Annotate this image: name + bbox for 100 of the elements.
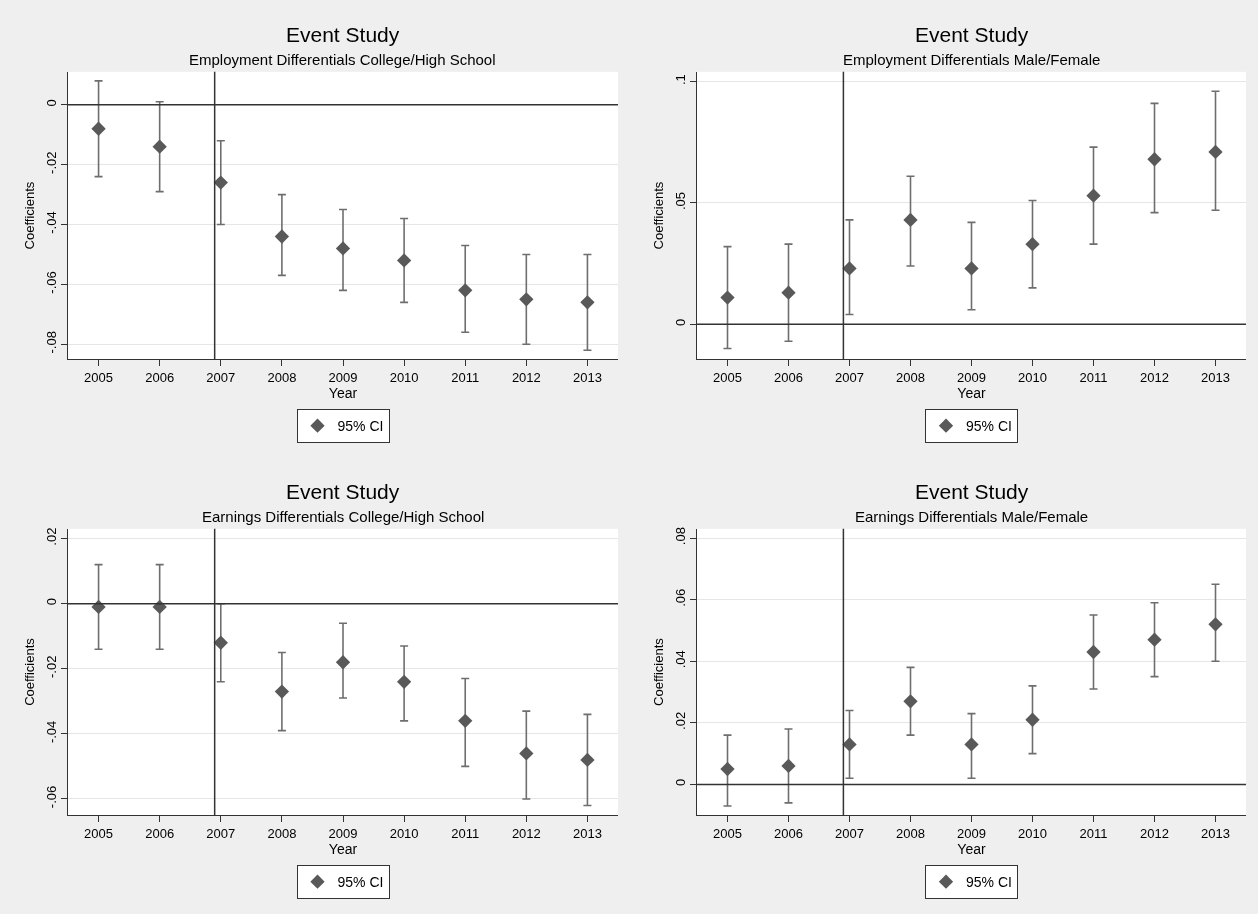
x-tick-label: 2006 bbox=[145, 369, 175, 385]
x-tick-label: 2006 bbox=[774, 825, 803, 841]
point bbox=[720, 290, 735, 305]
point bbox=[1086, 188, 1101, 203]
point bbox=[580, 295, 595, 310]
point bbox=[903, 694, 918, 709]
y-tick-label: -.04 bbox=[43, 720, 59, 744]
legend-label: 95% CI bbox=[966, 418, 1012, 435]
x-tick-label: 2006 bbox=[774, 369, 803, 385]
point bbox=[1025, 712, 1040, 727]
point bbox=[1147, 152, 1162, 167]
x-tick-label: 2008 bbox=[896, 825, 925, 841]
point bbox=[213, 635, 228, 650]
legend-label: 95% CI bbox=[337, 874, 384, 891]
point bbox=[903, 212, 918, 228]
point bbox=[1025, 237, 1040, 252]
y-tick-label: .02 bbox=[43, 527, 59, 546]
chart-title: Event Study bbox=[915, 23, 1029, 46]
x-axis-title: Year bbox=[957, 840, 986, 857]
point bbox=[396, 674, 412, 689]
point bbox=[335, 655, 351, 670]
point bbox=[964, 737, 979, 752]
y-tick-label: .08 bbox=[672, 527, 688, 546]
point bbox=[335, 241, 351, 256]
point bbox=[519, 292, 534, 307]
x-tick-label: 2010 bbox=[1018, 369, 1047, 385]
point bbox=[213, 175, 228, 190]
x-axis-title: Year bbox=[328, 384, 358, 401]
x-tick-label: 2010 bbox=[389, 369, 419, 385]
point bbox=[842, 261, 857, 276]
chart-subtitle: Earnings Differentials Male/Female bbox=[855, 508, 1089, 525]
y-tick-label: -.02 bbox=[43, 655, 59, 679]
x-tick-label: 2009 bbox=[328, 825, 358, 841]
y-tick-label: -.08 bbox=[43, 331, 59, 354]
x-tick-label: 2013 bbox=[572, 369, 602, 385]
point bbox=[842, 737, 857, 752]
y-tick-label: -.06 bbox=[43, 271, 59, 294]
x-tick-label: 2009 bbox=[957, 369, 986, 385]
y-axis-title: Coefficients bbox=[650, 181, 666, 250]
point bbox=[91, 121, 106, 136]
y-axis-title: Coefficients bbox=[650, 637, 666, 706]
point bbox=[1208, 144, 1223, 160]
x-axis-title: Year bbox=[957, 384, 986, 401]
y-tick-label: 0 bbox=[43, 598, 59, 606]
point bbox=[580, 752, 595, 768]
x-tick-label: 2013 bbox=[572, 825, 602, 841]
x-tick-label: 2011 bbox=[451, 369, 480, 385]
x-tick-label: 2009 bbox=[328, 369, 358, 385]
x-tick-label: 2011 bbox=[1079, 369, 1108, 385]
x-tick-label: 2008 bbox=[267, 825, 297, 841]
chart-title: Event Study bbox=[286, 23, 400, 46]
y-tick-label: -.04 bbox=[43, 211, 59, 234]
point bbox=[720, 761, 735, 777]
chart-title: Event Study bbox=[286, 480, 400, 503]
x-tick-label: 2005 bbox=[713, 369, 742, 385]
legend-label: 95% CI bbox=[337, 418, 384, 435]
point bbox=[458, 713, 473, 728]
y-tick-label: 0 bbox=[43, 99, 59, 107]
x-tick-label: 2012 bbox=[1140, 825, 1169, 841]
point bbox=[274, 684, 290, 699]
x-tick-label: 2009 bbox=[957, 825, 986, 841]
legend-label: 95% CI bbox=[966, 874, 1012, 891]
x-tick-label: 2012 bbox=[1140, 369, 1169, 385]
y-tick-label: -.02 bbox=[43, 151, 59, 174]
chart-subtitle: Earnings Differentials College/High School bbox=[202, 508, 485, 525]
point bbox=[1208, 617, 1223, 632]
x-tick-label: 2005 bbox=[84, 825, 114, 841]
x-tick-label: 2011 bbox=[1079, 825, 1108, 841]
point bbox=[781, 758, 796, 774]
x-tick-label: 2007 bbox=[206, 369, 236, 385]
y-axis-title: Coefficients bbox=[21, 181, 37, 250]
point bbox=[519, 746, 534, 761]
y-tick-label: -.06 bbox=[43, 785, 59, 809]
y-tick-label: .02 bbox=[672, 711, 688, 730]
y-tick-label: .05 bbox=[672, 191, 688, 210]
x-tick-label: 2007 bbox=[835, 825, 864, 841]
point bbox=[152, 139, 167, 154]
x-tick-label: 2007 bbox=[835, 369, 864, 385]
x-tick-label: 2011 bbox=[451, 825, 480, 841]
x-tick-label: 2012 bbox=[511, 369, 541, 385]
chart-subtitle: Employment Differentials College/High School bbox=[189, 51, 496, 68]
x-tick-label: 2005 bbox=[713, 825, 742, 841]
point bbox=[274, 229, 290, 244]
x-tick-label: 2006 bbox=[145, 825, 175, 841]
x-tick-label: 2010 bbox=[389, 825, 419, 841]
x-tick-label: 2013 bbox=[1201, 369, 1230, 385]
x-tick-label: 2005 bbox=[84, 369, 114, 385]
x-tick-label: 2010 bbox=[1018, 825, 1047, 841]
y-tick-label: .04 bbox=[672, 650, 688, 669]
x-tick-label: 2008 bbox=[896, 369, 925, 385]
x-tick-label: 2008 bbox=[267, 369, 297, 385]
y-tick-label: 0 bbox=[672, 318, 688, 326]
x-tick-label: 2012 bbox=[511, 825, 541, 841]
point bbox=[396, 253, 412, 268]
chart-title: Event Study bbox=[915, 480, 1029, 503]
x-axis-title: Year bbox=[328, 840, 358, 857]
point bbox=[964, 261, 979, 276]
y-tick-label: 0 bbox=[672, 778, 688, 787]
y-tick-label: .1 bbox=[672, 74, 688, 86]
point bbox=[458, 283, 473, 298]
